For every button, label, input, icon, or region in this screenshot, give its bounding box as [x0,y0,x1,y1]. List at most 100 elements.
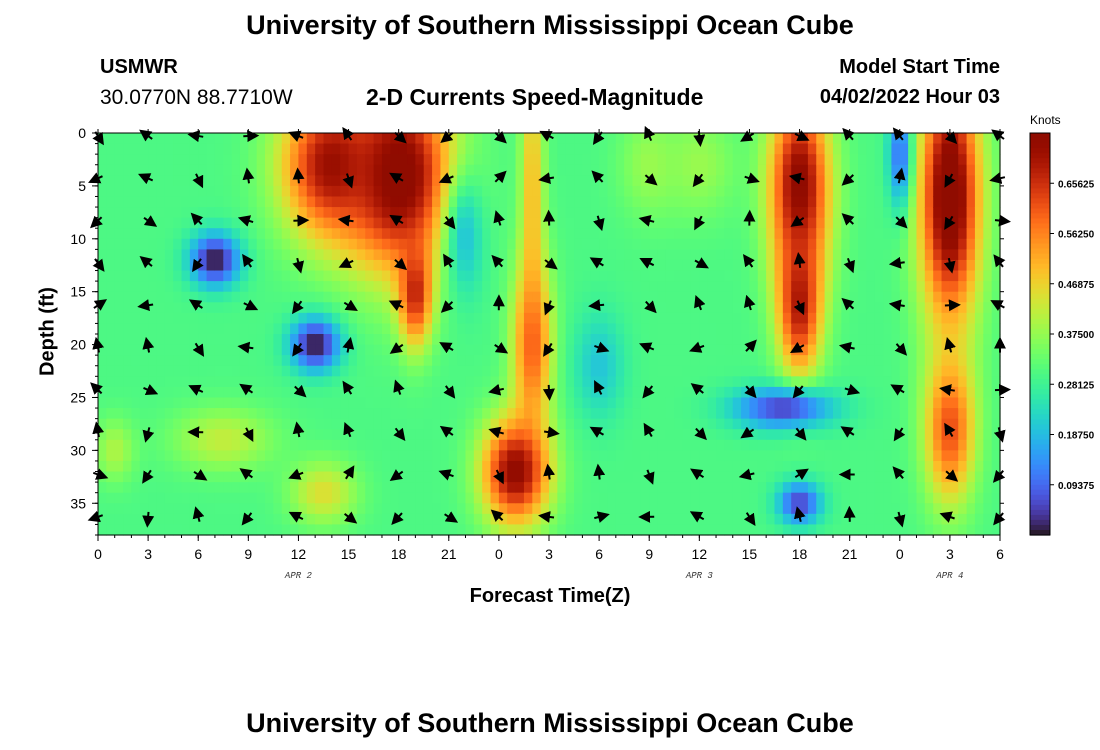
heat-cell [106,143,116,155]
heat-cell [824,154,834,166]
heat-cell [832,460,842,473]
heat-cell [749,450,759,462]
heat-cell [891,439,901,451]
heat-cell [248,302,258,314]
heat-cell [198,460,208,473]
heat-cell [298,175,308,187]
heat-cell [924,302,934,314]
heat-cell [540,143,550,155]
heat-cell [966,408,976,420]
heat-cell [114,312,124,325]
heat-cell [958,154,968,166]
current-arrow [594,380,605,395]
heat-cell [949,482,959,494]
heat-cell [315,312,325,325]
heat-cell [916,207,926,219]
heat-cell [281,143,291,155]
heat-cell [607,376,617,388]
heat-cell [223,397,233,409]
heat-cell [699,154,709,166]
heat-cell [457,513,467,526]
heat-cell [983,418,993,430]
heat-cell [281,185,291,198]
heat-cell [791,164,801,176]
heat-cell [123,228,133,240]
heat-cell [156,397,166,409]
heat-cell [807,228,817,240]
current-arrow [137,299,154,312]
heat-cell [766,524,776,536]
heat-cell [766,143,776,155]
heat-cell [741,175,751,187]
heat-cell [849,143,859,155]
heat-cell [916,344,926,356]
heat-cell [189,376,199,388]
heat-cell [164,450,174,462]
heat-cell [799,164,809,176]
heat-cell [348,450,358,462]
heat-cell [465,513,475,526]
heat-cell [265,196,274,208]
heat-cell [540,376,550,388]
heat-cell [615,164,625,176]
heat-cell [365,439,375,451]
colorbar-segment [1030,444,1050,451]
heat-cell [874,492,884,504]
heat-cell [615,429,625,441]
heat-cell [256,513,266,526]
heat-cell [682,143,692,155]
heat-cell [557,460,567,473]
heat-cell [507,249,517,261]
heat-cell [983,471,993,483]
heat-cell [173,249,183,261]
heat-cell [574,513,584,526]
heat-cell [398,524,408,536]
heat-cell [866,259,876,272]
heat-cell [398,312,408,325]
heat-cell [949,492,959,504]
heat-cell [741,164,751,176]
heat-cell [507,207,517,219]
heat-cell [415,281,425,293]
heat-cell [883,386,893,399]
heat-cell [315,217,325,229]
heat-cell [540,312,550,325]
heat-cell [749,238,759,250]
heat-cell [991,492,1001,504]
heat-cell [123,302,133,314]
heat-cell [356,323,366,335]
heat-cell [181,238,191,250]
heat-cell [131,207,141,219]
heat-cell [858,492,867,504]
heat-cell [423,133,433,145]
heat-cell [816,259,826,272]
heat-cell [356,143,366,155]
heat-cell [665,207,675,219]
heat-cell [239,175,249,187]
heat-cell [590,164,600,176]
heat-cell [473,344,483,356]
heat-cell [657,524,667,536]
colorbar-segment [1030,509,1050,516]
heat-cell [198,397,208,409]
heat-cell [139,238,149,250]
heat-cell [432,164,442,176]
heat-cell [966,133,976,145]
heat-cell [465,143,475,155]
heat-cell [114,238,124,250]
heat-cell [615,334,625,346]
heat-cell [782,175,792,187]
heat-cell [473,312,483,325]
heat-cell [974,450,984,462]
heat-cell [515,323,525,335]
heat-cell [306,164,316,176]
heat-cell [874,281,884,293]
heat-cell [540,281,550,293]
heat-cell [365,164,375,176]
heat-cell [824,513,834,526]
heat-cell [156,450,166,462]
heat-cell [874,460,884,473]
heat-cell [724,482,734,494]
heat-cell [181,471,191,483]
